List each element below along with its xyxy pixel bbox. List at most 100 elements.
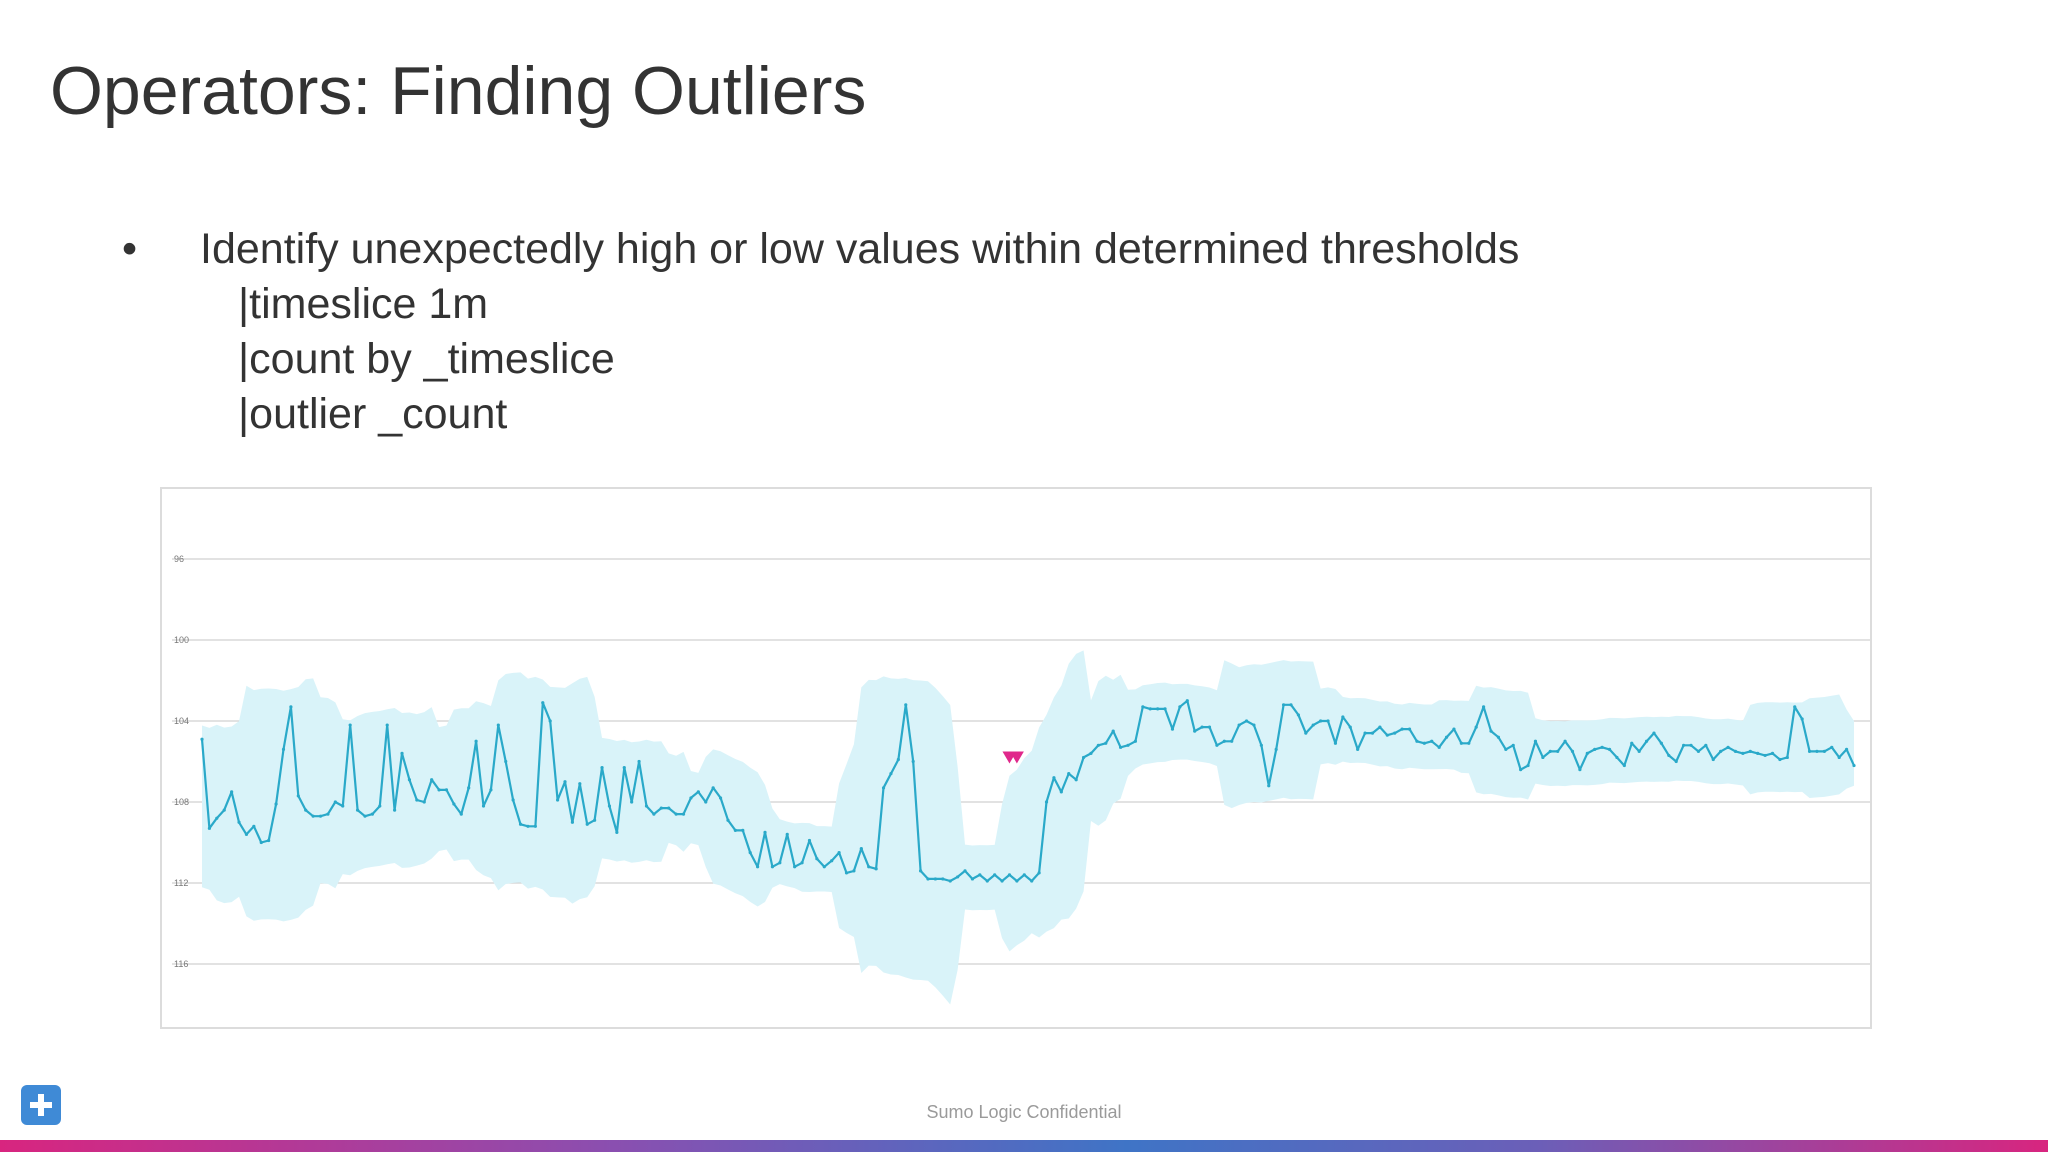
data-point [1444, 735, 1449, 739]
data-point [1763, 753, 1767, 758]
data-point [1119, 745, 1123, 749]
data-point [1207, 725, 1212, 729]
data-point [570, 820, 575, 824]
bullet-text: Identify unexpectedly high or low values… [200, 225, 1520, 273]
y-tick-label: 104 [174, 716, 189, 726]
data-point [281, 747, 286, 751]
data-point [681, 812, 686, 816]
y-tick-label: 108 [174, 797, 189, 807]
data-point [333, 800, 337, 804]
data-point [1348, 725, 1352, 729]
data-point [844, 871, 849, 875]
data-point [1370, 731, 1375, 735]
data-point [222, 808, 226, 812]
data-point [1644, 739, 1649, 743]
data-point [793, 865, 797, 869]
data-point [304, 808, 308, 812]
data-point [585, 822, 589, 826]
data-point [1267, 784, 1271, 788]
data-point [756, 865, 760, 869]
data-point [1111, 729, 1115, 733]
data-point [267, 838, 271, 843]
data-point [1185, 699, 1189, 703]
data-point [815, 857, 819, 861]
data-point [889, 772, 893, 776]
data-point [259, 840, 263, 845]
data-point [1319, 719, 1323, 723]
data-point [1830, 745, 1834, 749]
data-point [1607, 747, 1612, 751]
data-point [467, 786, 471, 790]
data-point [518, 822, 523, 826]
data-point [215, 816, 219, 820]
add-button[interactable] [21, 1085, 61, 1125]
data-point [726, 818, 730, 822]
data-point [674, 812, 678, 816]
data-point [1363, 731, 1367, 735]
data-point [1430, 739, 1434, 743]
data-point [1163, 707, 1167, 711]
data-point [1089, 751, 1093, 755]
data-point [978, 873, 982, 877]
data-point [652, 812, 656, 816]
data-point [452, 802, 456, 806]
data-point [911, 759, 915, 764]
data-point [1178, 705, 1182, 709]
data-point [1244, 719, 1249, 723]
data-point [1452, 727, 1456, 731]
data-point [1807, 749, 1812, 753]
data-point [822, 865, 826, 869]
data-point [378, 804, 382, 808]
data-point [1600, 745, 1604, 749]
data-point [1415, 739, 1419, 743]
data-point [393, 808, 397, 812]
bullet-dot: • [122, 225, 138, 273]
data-point [630, 800, 634, 804]
data-point [956, 875, 960, 879]
data-point [918, 869, 923, 873]
series-line [200, 699, 1856, 883]
data-point [1570, 749, 1575, 753]
data-point [1104, 741, 1108, 745]
data-point [1030, 879, 1034, 883]
y-tick-label: 116 [174, 959, 188, 969]
data-point [430, 778, 434, 782]
data-point [1037, 871, 1041, 875]
data-point [1400, 727, 1404, 731]
data-point [1326, 719, 1330, 723]
data-point [1837, 755, 1841, 760]
data-point [1726, 745, 1730, 749]
data-point [1096, 743, 1100, 747]
data-point [400, 751, 404, 755]
data-point [348, 723, 352, 727]
data-point [615, 830, 619, 834]
data-point [237, 820, 241, 824]
data-point [1526, 763, 1530, 768]
data-point [1622, 763, 1626, 768]
data-point [1044, 800, 1049, 804]
data-point [1630, 741, 1634, 745]
data-point [1378, 725, 1382, 729]
data-point [1659, 741, 1663, 745]
data-point [437, 788, 441, 792]
data-point [1193, 729, 1197, 733]
data-point [1437, 745, 1441, 749]
data-point [355, 808, 360, 812]
data-point [1741, 751, 1745, 755]
data-point [1719, 749, 1723, 753]
data-point [1793, 705, 1797, 709]
data-point [1222, 739, 1226, 743]
data-point [1770, 751, 1775, 755]
data-point [1578, 768, 1582, 772]
data-point [593, 818, 597, 822]
data-point [422, 800, 426, 804]
data-point [1341, 715, 1345, 719]
data-point [644, 804, 649, 808]
data-point [763, 830, 767, 834]
data-point [718, 796, 723, 800]
data-point [1281, 703, 1286, 707]
data-point [1133, 739, 1138, 743]
data-point [874, 867, 878, 871]
data-point [1785, 755, 1789, 760]
data-point [318, 814, 323, 818]
